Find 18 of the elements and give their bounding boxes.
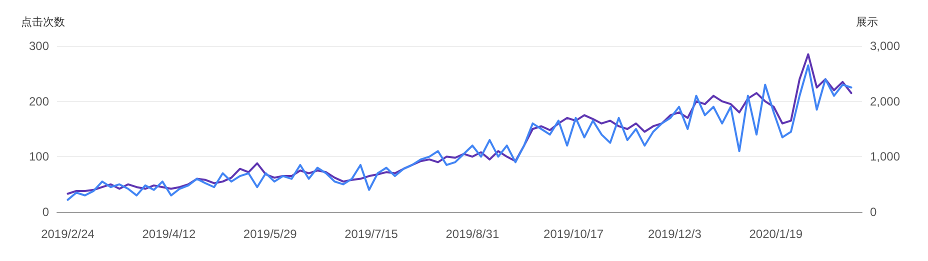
x-tick-label: 2019/12/3 [648, 227, 702, 241]
y-tick-label: 300 [28, 39, 50, 53]
y-tick-label: 200 [28, 94, 50, 108]
x-tick-label: 2020/1/19 [749, 227, 803, 241]
x-tick-label: 2019/5/29 [243, 227, 298, 241]
y2-tick-label: 1,000 [870, 150, 900, 164]
y-tick-label: 0 [42, 205, 50, 219]
y2-tick-label: 2,000 [870, 94, 900, 108]
y2-tick-label: 3,000 [870, 39, 900, 53]
y-tick-label: 100 [28, 150, 50, 164]
x-tick-label: 2019/8/31 [446, 227, 500, 241]
x-tick-label: 2019/7/15 [344, 227, 398, 241]
y-axis-title: 点击次数 [21, 16, 65, 28]
y2-tick-label: 0 [870, 205, 877, 219]
x-tick-label: 2019/10/17 [544, 227, 604, 241]
x-tick-label: 2019/4/12 [142, 227, 196, 241]
x-tick-label: 2019/2/24 [41, 227, 95, 241]
y2-axis-title: 展示 [856, 16, 878, 28]
